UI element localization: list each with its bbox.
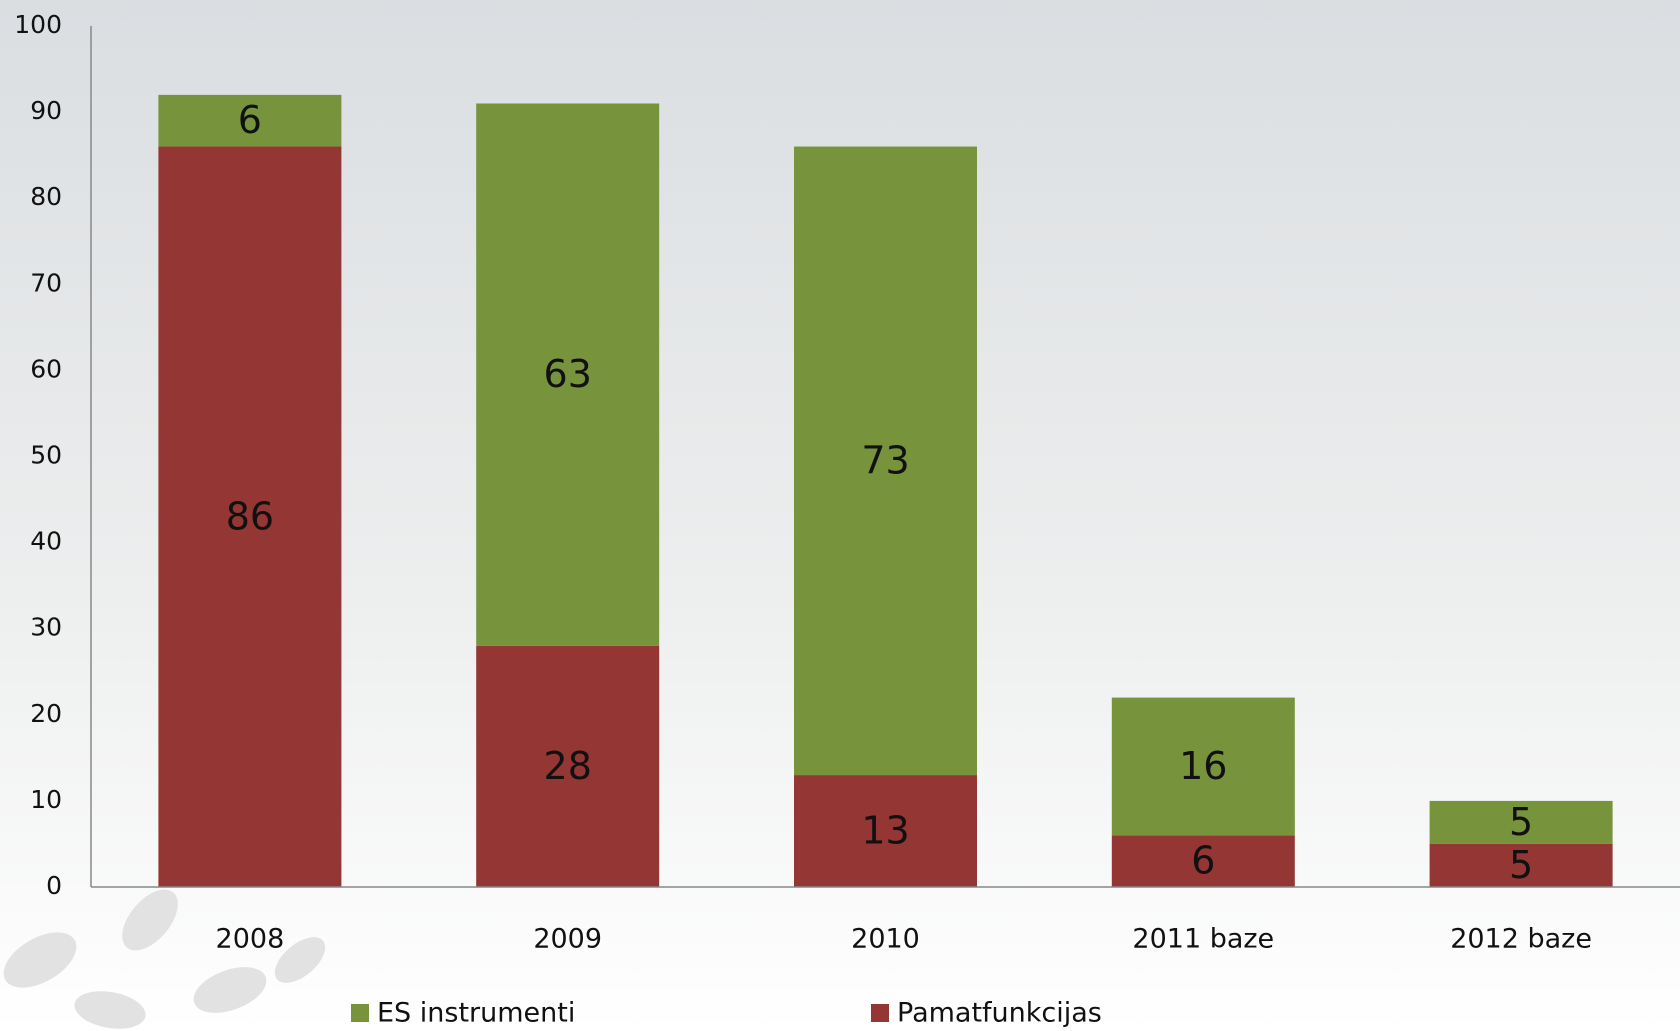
data-label: 5: [1509, 843, 1533, 887]
x-tick-label: 2010: [851, 924, 920, 955]
bar-segment: [476, 645, 660, 887]
bar-segment: [1111, 835, 1295, 887]
y-tick-label: 10: [30, 785, 62, 814]
legend-marker: [351, 1004, 369, 1022]
y-tick-label: 0: [46, 871, 62, 900]
data-label: 6: [1191, 839, 1215, 883]
data-label: 6: [238, 98, 262, 142]
data-label: 86: [226, 494, 274, 538]
data-label: 16: [1179, 744, 1227, 788]
x-tick-label: 2009: [533, 924, 602, 955]
data-label: 73: [861, 438, 909, 482]
x-tick-label: 2008: [216, 924, 285, 955]
y-tick-label: 80: [30, 182, 62, 211]
legend-marker: [871, 1004, 889, 1022]
y-tick-label: 30: [30, 613, 62, 642]
legend-label: ES instrumenti: [377, 998, 575, 1029]
data-label: 13: [861, 809, 909, 853]
y-tick-label: 100: [14, 10, 62, 39]
y-tick-label: 60: [30, 354, 62, 383]
bar-segment: [158, 94, 342, 147]
data-label: 63: [544, 352, 592, 396]
x-tick-label: 2011 baze: [1132, 924, 1274, 955]
y-tick-label: 50: [30, 441, 62, 470]
y-tick-label: 40: [30, 527, 62, 556]
bar-segment: [476, 103, 660, 646]
x-tick-label: 2012 baze: [1450, 924, 1592, 955]
bar-segment: [794, 146, 977, 776]
y-tick-label: 90: [30, 96, 62, 125]
data-label: 28: [544, 744, 592, 788]
bar-segment: [158, 146, 342, 888]
y-tick-label: 70: [30, 268, 62, 297]
leaf-decoration: [3, 889, 326, 1029]
data-label: 5: [1509, 800, 1533, 844]
y-tick-label: 20: [30, 699, 62, 728]
bar-segment: [1429, 843, 1613, 887]
bar-segment: [1429, 800, 1613, 844]
legend-label: Pamatfunkcijas: [897, 998, 1102, 1029]
bar-segment: [794, 775, 977, 887]
bar-segment: [1111, 697, 1295, 836]
